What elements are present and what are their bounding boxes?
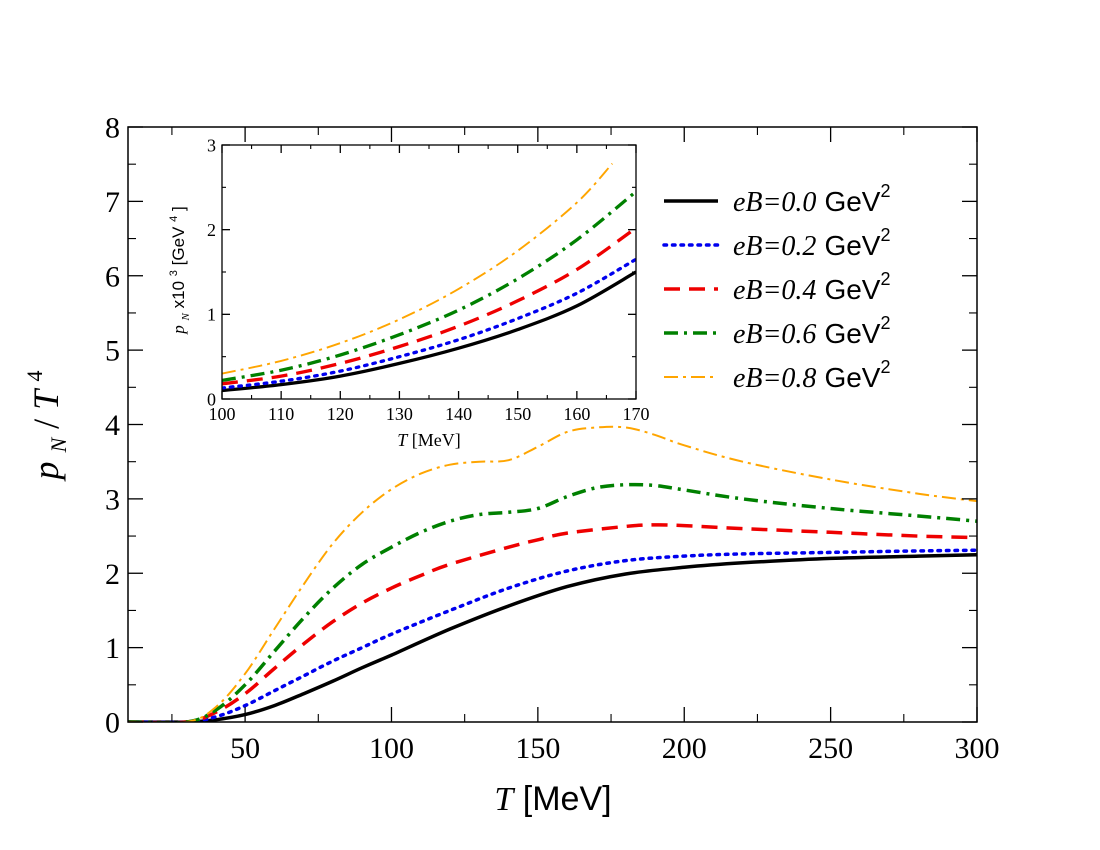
legend-label: eB=0.8 GeV2 (733, 357, 890, 394)
inset-y-tick-label: 1 (207, 305, 216, 325)
legend-label-var: eB=0.8 (733, 363, 816, 394)
legend-item: eB=0.6 GeV2 (664, 313, 890, 350)
legend-label-unit: GeV (824, 186, 880, 217)
main-x-tick-label: 250 (808, 732, 853, 765)
inset-x-axis-label: T [MeV] (397, 430, 461, 450)
main-y-tick-label: 0 (105, 707, 120, 740)
legend-label: eB=0.0 GeV2 (733, 181, 890, 218)
legend-label: eB=0.2 GeV2 (733, 225, 890, 262)
main-y-tick-label: 5 (105, 335, 120, 368)
main-tick-labels: 50 100 150 200 250 300 0 1 2 3 4 5 6 7 8 (105, 112, 1000, 766)
inset-y-axis-label: p N x10 3 [GeV 4 ] (162, 206, 193, 334)
main-plot: 50 100 150 200 250 300 0 1 2 3 4 5 6 7 8 T [MeV] p N /… (22, 112, 1000, 819)
inset-series-group (222, 162, 636, 393)
inset-series-line-3 (222, 190, 636, 383)
legend-label: eB=0.6 GeV2 (733, 313, 890, 350)
legend-item: eB=0.2 GeV2 (662, 225, 890, 262)
inset-y-axis-unit-exp: 4 (168, 216, 180, 222)
main-x-axis-label: T [MeV] (494, 780, 611, 818)
main-y-axis-sub: N (46, 437, 71, 454)
main-y-tick-label: 2 (105, 558, 120, 591)
inset-y-axis-sub: N (180, 312, 192, 321)
inset-x-tick-label: 130 (386, 404, 413, 424)
main-ticks-group (128, 126, 978, 723)
inset-series-line-1 (222, 257, 636, 390)
main-y-axis-label: p N / T 4 (22, 370, 74, 482)
inset-series-line-4 (222, 162, 614, 375)
main-x-axis-unit: [MeV] (523, 780, 612, 818)
main-y-axis-slash: / (26, 410, 66, 429)
main-series-line-1 (128, 548, 977, 722)
main-y-tick-label: 1 (105, 632, 120, 665)
main-y-axis-sup: 4 (22, 370, 47, 381)
legend-item: eB=0.0 GeV2 (664, 181, 890, 218)
inset-y-axis-mid: x10 (169, 281, 188, 308)
legend-label-exp: 2 (880, 357, 890, 377)
main-y-tick-label: 7 (105, 186, 120, 219)
main-x-axis-var: T (494, 781, 515, 818)
legend-label-exp: 2 (880, 225, 890, 245)
legend-label: eB=0.4 GeV2 (733, 269, 890, 306)
inset-x-tick-label: 140 (445, 404, 472, 424)
main-series-line-4 (128, 425, 977, 722)
legend-label-exp: 2 (880, 181, 890, 201)
main-x-tick-label: 100 (369, 732, 414, 765)
legend-label-exp: 2 (880, 313, 890, 333)
main-series-line-3 (128, 482, 977, 722)
inset-tick-labels: 100 110 120 130 140 150 160 170 0 1 2 3 (207, 135, 650, 424)
inset-y-tick-label: 3 (207, 135, 216, 155)
legend-item: eB=0.4 GeV2 (664, 269, 890, 306)
legend-label-exp: 2 (880, 269, 890, 289)
inset-ticks-group (221, 144, 637, 400)
main-x-tick-label: 200 (662, 732, 707, 765)
main-series-line-2 (128, 523, 977, 722)
inset-y-axis-var: p (169, 325, 188, 335)
inset-x-tick-label: 160 (563, 404, 590, 424)
inset-x-tick-label: 110 (268, 404, 294, 424)
inset-x-axis-var: T (397, 430, 409, 450)
main-x-tick-label: 150 (515, 732, 560, 765)
legend-label-unit: GeV (824, 274, 880, 305)
main-y-axis-den: T (26, 387, 66, 410)
legend-label-var: eB=0.0 (733, 187, 816, 218)
inset-y-tick-label: 0 (207, 389, 216, 409)
legend-label-unit: GeV (824, 318, 880, 349)
main-series-group (128, 425, 977, 722)
legend-label-var: eB=0.2 (733, 231, 816, 262)
main-y-axis-var: p (26, 462, 66, 483)
main-x-tick-label: 300 (955, 732, 1000, 765)
legend-label-var: eB=0.4 (733, 275, 816, 306)
main-x-tick-label: 50 (230, 732, 260, 765)
main-y-tick-label: 6 (105, 260, 120, 293)
main-y-tick-label: 3 (105, 483, 120, 516)
legend-item: eB=0.8 GeV2 (664, 357, 890, 394)
inset-y-axis-unit: [GeV (169, 226, 188, 265)
legend-label-var: eB=0.6 (733, 319, 816, 350)
inset-x-tick-label: 100 (209, 404, 236, 424)
main-y-tick-label: 8 (105, 112, 120, 145)
inset-x-tick-label: 170 (623, 404, 650, 424)
main-y-tick-label: 4 (105, 409, 120, 442)
legend-label-unit: GeV (824, 362, 880, 393)
inset-x-tick-label: 120 (327, 404, 354, 424)
main-series-line-0 (128, 552, 977, 722)
inset-y-axis-close: ] (169, 206, 188, 211)
inset-series-line-0 (222, 270, 636, 393)
inset-plot: 100 110 120 130 140 150 160 170 0 1 2 3 T [MeV] p N… (162, 135, 650, 450)
inset-y-axis-exp: 3 (168, 270, 180, 276)
inset-x-tick-label: 150 (504, 404, 531, 424)
inset-y-tick-label: 2 (207, 220, 216, 240)
inset-x-axis-unit: [MeV] (412, 430, 461, 450)
legend-label-unit: GeV (824, 230, 880, 261)
